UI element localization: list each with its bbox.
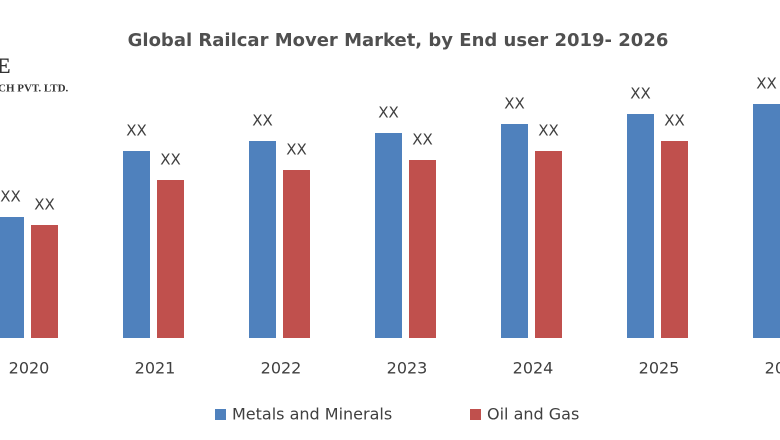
x-tick-label: 2023 (387, 359, 428, 378)
value-label: XX (34, 196, 55, 214)
logo-text: E (0, 53, 11, 78)
bar (123, 151, 150, 338)
value-label: XX (664, 112, 685, 130)
x-tick-label: 2020 (9, 359, 50, 378)
x-tick-label: 2025 (639, 359, 680, 378)
bar (375, 133, 402, 338)
value-label: XX (504, 95, 525, 113)
value-label: XX (378, 104, 399, 122)
bar (249, 141, 276, 338)
value-label: XX (286, 141, 307, 159)
value-label: XX (412, 131, 433, 149)
bar (409, 160, 436, 338)
bar (31, 225, 58, 338)
value-label: XX (252, 112, 273, 130)
value-label: XX (756, 75, 777, 93)
bar (0, 217, 24, 338)
legend-label: Metals and Minerals (232, 405, 392, 424)
value-label: XX (0, 188, 21, 206)
x-tick-label: 2026 (765, 359, 780, 378)
value-label: XX (160, 151, 181, 169)
bar (753, 104, 780, 338)
legend-label: Oil and Gas (487, 405, 579, 424)
chart-title: Global Railcar Mover Market, by End user… (128, 30, 669, 51)
bar (535, 151, 562, 338)
bar (501, 124, 528, 338)
bar (157, 180, 184, 338)
legend-swatch (470, 409, 481, 420)
bar (661, 141, 688, 338)
legend-swatch (215, 409, 226, 420)
x-tick-label: 2021 (135, 359, 176, 378)
bar (283, 170, 310, 338)
value-label: XX (630, 85, 651, 103)
logo-text: CH PVT. LTD. (0, 83, 69, 95)
bar (627, 114, 654, 338)
x-tick-label: 2024 (513, 359, 554, 378)
value-label: XX (126, 122, 147, 140)
x-tick-label: 2022 (261, 359, 302, 378)
value-label: XX (538, 122, 559, 140)
